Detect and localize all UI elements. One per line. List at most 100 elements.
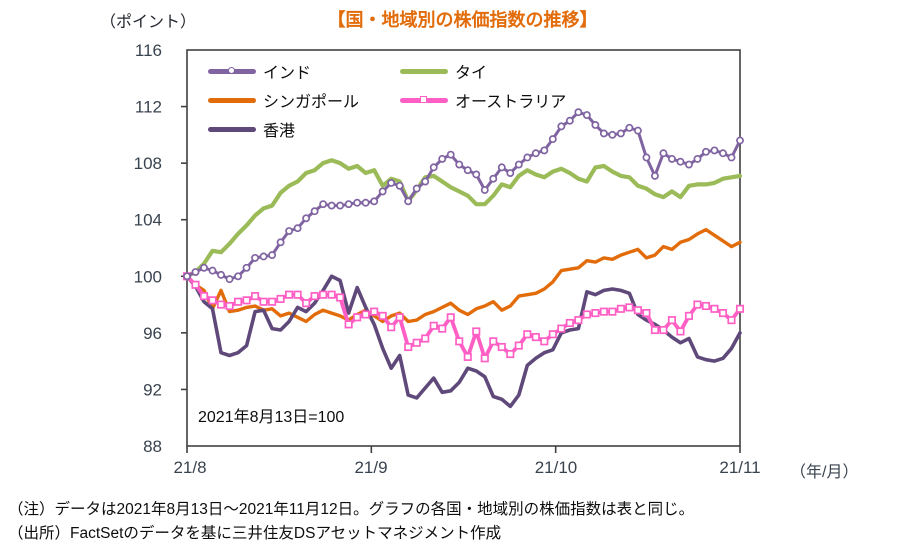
india-point-marker: [480, 186, 489, 194]
australia-point-marker: [344, 320, 353, 329]
india-point-marker: [446, 150, 455, 159]
australia-point-marker: [225, 301, 234, 311]
australia-point-marker: [285, 290, 294, 299]
india-point-marker: [319, 200, 328, 209]
australia-point-marker: [302, 299, 311, 308]
india-point-marker: [336, 201, 345, 210]
plot-border: [186, 49, 741, 447]
india-point-marker: [395, 181, 404, 190]
australia-point-marker: [489, 337, 498, 346]
india-point-marker: [472, 170, 481, 179]
australia-point-marker: [625, 303, 634, 312]
y-axis-tick-label: 108: [134, 154, 162, 173]
legend-item-hongkong: 香港: [208, 120, 295, 140]
india-point-marker: [183, 272, 191, 281]
y-axis-tick-label: 112: [135, 98, 162, 117]
x-tick-label-sep: 21/9: [354, 458, 388, 477]
australia-point-marker: [531, 333, 540, 342]
australia-point-marker: [336, 293, 345, 302]
india-point-marker: [225, 275, 234, 284]
australia-point-marker: [276, 294, 285, 303]
india-point-marker: [200, 263, 208, 272]
india-point-marker: [591, 121, 600, 129]
y-axis-tick-label: 100: [134, 267, 162, 286]
australia-point-marker: [608, 307, 617, 316]
australia-point-marker: [735, 304, 745, 313]
australia-point-marker: [199, 292, 209, 301]
series-line-2: [185, 274, 742, 409]
australia-point-marker: [233, 297, 243, 306]
india-point-marker: [506, 169, 515, 177]
legend-label-australia: オーストラリア: [455, 94, 567, 111]
india-point-marker: [378, 187, 387, 196]
australia-point-marker: [463, 352, 472, 361]
india-point-marker: [191, 268, 200, 276]
india-point-marker: [719, 149, 727, 158]
australia-point-marker: [557, 324, 566, 333]
australia-point-marker: [251, 292, 260, 301]
australia-point-marker: [429, 321, 438, 330]
india-point-marker: [276, 238, 285, 247]
australia-point-marker: [514, 341, 523, 350]
y-axis-tick-label: 116: [135, 41, 162, 60]
india-point-marker: [616, 129, 625, 138]
australia-point-marker: [446, 313, 455, 322]
india-point-marker: [574, 108, 583, 117]
australia-point-marker: [684, 311, 694, 320]
x-tick-label-nov: 21/11: [719, 458, 761, 477]
australia-point-marker: [548, 330, 557, 339]
australia-point-marker: [327, 290, 336, 299]
india-point-marker: [344, 200, 353, 209]
india-point-marker: [404, 197, 413, 206]
india-point-marker: [531, 149, 540, 158]
australia-point-marker: [438, 324, 447, 333]
india-point-marker: [582, 111, 591, 120]
india-line-sample: [208, 62, 256, 80]
australia-point-marker: [455, 337, 464, 346]
india-point-marker: [251, 253, 260, 262]
square-marker-icon: [420, 96, 427, 103]
india-point-marker: [650, 171, 659, 180]
india-point-marker: [642, 153, 651, 162]
australia-point-marker: [667, 316, 676, 325]
india-point-marker: [217, 270, 225, 279]
series-line-3: [184, 158, 743, 279]
australia-point-marker: [191, 280, 200, 289]
australia-point-marker: [370, 307, 379, 316]
australia-point-marker: [710, 304, 719, 313]
australia-point-marker: [395, 313, 404, 322]
india-point-marker: [514, 160, 523, 169]
australia-point-marker: [293, 290, 302, 299]
india-point-marker: [242, 263, 251, 272]
y-axis-tick-label: 104: [134, 211, 162, 230]
australia-point-marker: [208, 296, 217, 305]
india-point-marker: [463, 166, 472, 175]
india-point-marker: [285, 227, 294, 235]
india-point-marker: [353, 198, 362, 207]
australia-point-marker: [659, 325, 668, 335]
india-point-marker: [208, 266, 217, 275]
x-axis-unit-label: （年/月）: [790, 464, 859, 481]
legend-item-singapore: シンガポール: [208, 91, 360, 111]
footnotes: （注）データは2021年8月13日～2021年11月12日。グラフの各国・地域別…: [8, 498, 694, 546]
hongkong-line-sample: [208, 120, 256, 138]
india-point-marker: [302, 214, 311, 223]
india-point-marker: [293, 224, 302, 233]
india-point-marker: [625, 123, 634, 132]
circle-marker-icon: [227, 66, 235, 74]
australia-point-marker: [599, 307, 608, 316]
australia-point-marker: [421, 334, 430, 343]
india-point-marker: [497, 163, 506, 172]
india-point-marker: [710, 146, 719, 155]
australia-point-marker: [591, 309, 600, 318]
australia-point-marker: [378, 311, 387, 320]
india-point-marker: [736, 136, 744, 145]
australia-point-marker: [582, 310, 591, 319]
india-point-marker: [429, 163, 438, 172]
y-axis-tick-label: 96: [143, 324, 162, 343]
india-point-marker: [268, 251, 277, 260]
india-point-marker: [438, 154, 447, 163]
legend-label-singapore: シンガポール: [263, 94, 360, 111]
australia-point-marker: [727, 316, 736, 325]
